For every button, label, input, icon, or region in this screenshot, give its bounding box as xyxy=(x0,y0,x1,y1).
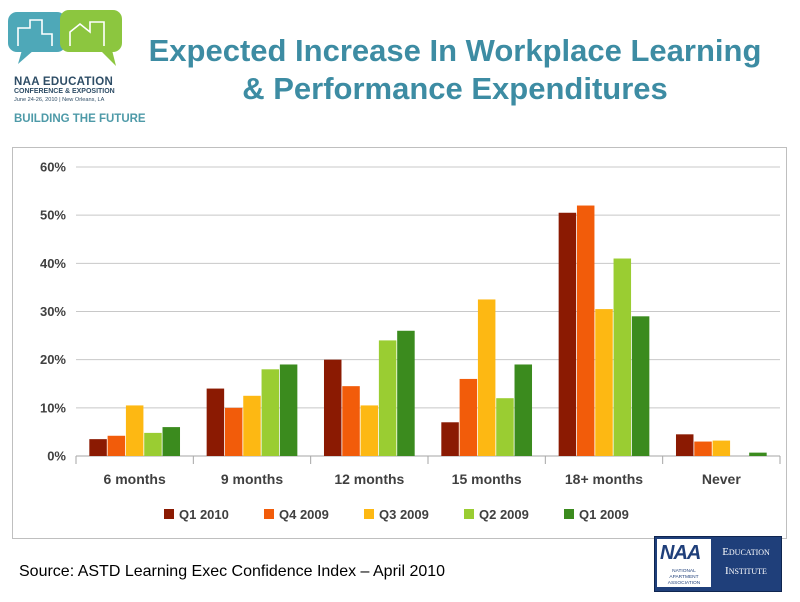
naa-institute-label: Education Institute xyxy=(713,543,779,581)
y-tick-label: 20% xyxy=(40,352,66,367)
legend-label: Q1 2010 xyxy=(179,507,229,522)
title-line-2: & Performance Expenditures xyxy=(242,71,668,106)
bar xyxy=(558,212,577,456)
legend-swatch xyxy=(464,509,474,519)
bar xyxy=(378,340,397,456)
naa-education-institute-logo: NAA NATIONAL APARTMENT ASSOCIATION Educa… xyxy=(654,536,782,592)
bar xyxy=(162,427,181,456)
x-tick-label: 9 months xyxy=(221,471,283,487)
bar xyxy=(595,309,613,456)
naa-logo-mark: NAA NATIONAL APARTMENT ASSOCIATION xyxy=(657,539,711,587)
bar xyxy=(323,359,342,456)
bar xyxy=(144,432,162,456)
bar xyxy=(613,258,632,456)
y-tick-label: 0% xyxy=(47,449,66,464)
bar xyxy=(675,434,694,456)
conference-logo: NAA EDUCATION CONFERENCE & EXPOSITION Ju… xyxy=(8,10,146,130)
y-tick-label: 40% xyxy=(40,256,66,271)
bar xyxy=(749,452,767,456)
legend-swatch xyxy=(164,509,174,519)
bar xyxy=(712,440,731,456)
x-tick-label: Never xyxy=(702,471,741,487)
logo-org-name: NAA EDUCATION xyxy=(14,76,114,88)
logo-date: June 24-26, 2010 | New Orleans, LA xyxy=(14,97,105,103)
title-line-1: Expected Increase In Workplace Learning xyxy=(148,33,762,68)
bar xyxy=(206,388,225,456)
speech-bubbles-graphic xyxy=(8,10,122,66)
bar xyxy=(496,398,514,456)
bar-chart: 0% 10% 20% 30% 40% 50% 60% 6 months 9 months 12 m… xyxy=(40,160,781,522)
legend-swatch xyxy=(264,509,274,519)
slide-title: Expected Increase In Workplace Learning … xyxy=(140,32,770,108)
bar xyxy=(477,299,496,456)
legend-label: Q4 2009 xyxy=(279,507,329,522)
source-note: Source: ASTD Learning Exec Confidence In… xyxy=(19,563,446,580)
naa-letters: NAA xyxy=(660,542,701,564)
bar xyxy=(631,316,650,456)
legend-label: Q1 2009 xyxy=(579,507,629,522)
bar xyxy=(279,364,298,456)
bar xyxy=(360,405,379,456)
bar xyxy=(107,435,126,456)
bar xyxy=(514,364,533,456)
x-tick-label: 6 months xyxy=(104,471,166,487)
bar xyxy=(89,439,107,456)
bar xyxy=(243,395,261,456)
bar xyxy=(224,407,243,456)
naa-full-name: NATIONAL APARTMENT ASSOCIATION xyxy=(667,569,701,586)
bar xyxy=(125,405,144,456)
legend-label: Q3 2009 xyxy=(379,507,429,522)
naa-line-2: Institute xyxy=(725,565,767,577)
y-tick-label: 10% xyxy=(40,400,66,415)
bar xyxy=(459,378,478,456)
bar xyxy=(694,441,712,456)
logo-tagline: BUILDING THE FUTURE xyxy=(14,113,146,125)
bar xyxy=(441,422,459,456)
y-tick-label: 30% xyxy=(40,304,66,319)
legend-label: Q2 2009 xyxy=(479,507,529,522)
logo-subtitle: CONFERENCE & EXPOSITION xyxy=(14,88,115,95)
x-tick-label: 12 months xyxy=(334,471,404,487)
bar xyxy=(261,369,280,456)
bar xyxy=(342,386,360,456)
bar xyxy=(576,205,595,456)
y-tick-label: 50% xyxy=(40,208,66,223)
x-tick-label: 18+ months xyxy=(565,471,643,487)
legend-swatch xyxy=(564,509,574,519)
naa-line-1: Education xyxy=(722,546,770,558)
y-tick-label: 60% xyxy=(40,160,66,175)
x-tick-label: 15 months xyxy=(452,471,522,487)
bar xyxy=(397,330,415,456)
legend-swatch xyxy=(364,509,374,519)
